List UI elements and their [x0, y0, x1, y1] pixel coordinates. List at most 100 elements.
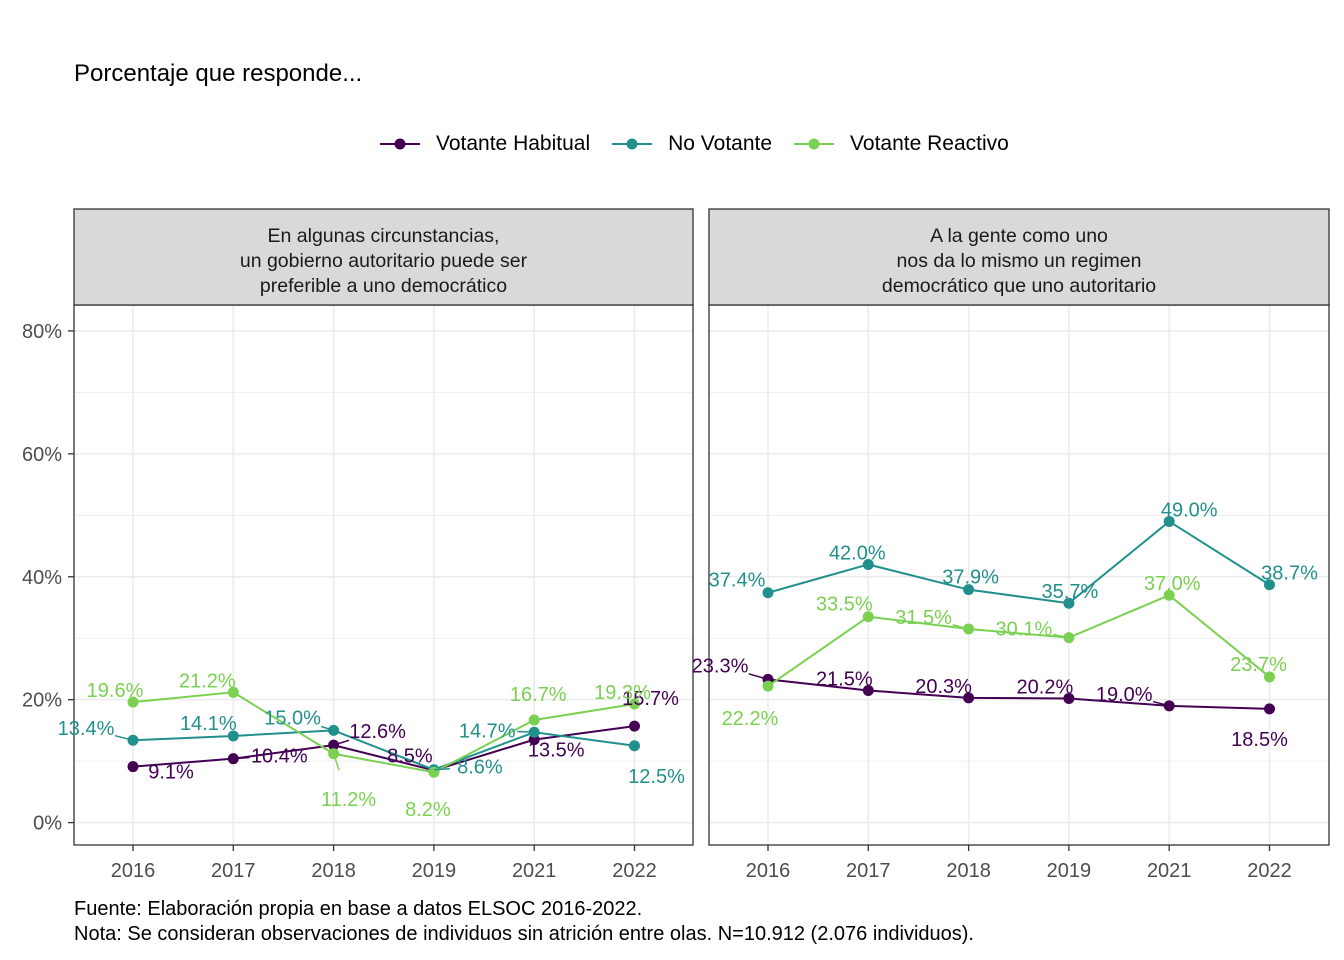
panel-1-point-no-votante: [227, 730, 239, 742]
panel-1-point-votante-reactivo: [127, 696, 139, 708]
panel-2-data-label-votante-habitual: 18.5%: [1231, 729, 1288, 751]
panel-2-data-label-no-votante: 37.4%: [709, 570, 766, 592]
panel-2-point-votante-habitual: [1063, 692, 1075, 704]
panel-2-point-no-votante: [1264, 579, 1275, 591]
panel-2-data-label-votante-reactivo: 31.5%: [895, 607, 952, 629]
legend-label-no-votante: No Votante: [668, 132, 773, 155]
y-tick-label: 80%: [22, 321, 62, 343]
panel-1-x-tick-label: 2021: [512, 860, 557, 882]
panel-1-data-label-votante-habitual: 13.5%: [528, 740, 585, 762]
panel-2-data-label-votante-habitual: 21.5%: [816, 668, 873, 690]
panel-1-line-no-votante: [132, 729, 635, 771]
panel-1-data-label-votante-habitual: 9.1%: [148, 762, 194, 784]
panel-1-data-label-votante-reactivo: 16.7%: [510, 684, 567, 706]
panel-1-label-leader-no-votante: [433, 767, 451, 771]
panel-2-data-label-votante-habitual: 23.3%: [692, 655, 749, 677]
panel-1-label-leader-no-votante: [320, 725, 334, 732]
panel-2-label-leader-votante-reactivo: [1053, 633, 1070, 639]
panel-1-data-label-votante-reactivo: 19.6%: [87, 680, 144, 702]
panel-2-strip-label: nos da lo mismo un regimen: [897, 250, 1142, 272]
panel-2-data-label-votante-habitual: 20.3%: [915, 676, 972, 698]
panel-2-data-label-votante-reactivo: 22.2%: [722, 708, 779, 730]
panel-1-data-label-votante-reactivo: 11.2%: [321, 789, 376, 811]
panel-1-point-votante-reactivo: [629, 698, 640, 710]
panel-1-label-leader-votante-reactivo: [332, 753, 340, 771]
panel-2-point-votante-habitual: [963, 692, 975, 704]
panel-2-data-label-votante-reactivo: 33.5%: [816, 594, 873, 616]
panel-2-point-votante-habitual: [1264, 703, 1275, 715]
panel-1-x-tick-label: 2016: [111, 860, 156, 882]
panel-1-data-label-votante-habitual: 10.4%: [251, 746, 308, 768]
footer: Fuente: Elaboración propia en base a dat…: [74, 897, 974, 947]
panel-2-line-votante-habitual: [767, 678, 1270, 710]
panel-1-point-votante-reactivo: [227, 686, 239, 698]
panel-1-point-votante-reactivo: [428, 766, 440, 778]
y-tick-label: 20%: [22, 690, 62, 712]
legend-item-no-votante: No Votante: [612, 130, 772, 158]
panel-1-point-votante-reactivo: [528, 714, 540, 726]
panel-1-label-leader-no-votante: [517, 730, 535, 734]
panel-2-data-label-votante-reactivo: 30.1%: [996, 619, 1053, 641]
panel-2-data-label-no-votante: 35.7%: [1042, 581, 1099, 603]
panel-1-strip-label: En algunas circunstancias,: [268, 225, 500, 247]
panel-2-line-no-votante: [767, 520, 1271, 605]
panel-2-line-votante-reactivo: [767, 594, 1271, 687]
panel-1-label-leader-votante-habitual: [333, 739, 350, 746]
panel-2-strip-label: democrático que uno autoritario: [882, 275, 1156, 297]
legend-label-votante-habitual: Votante Habitual: [436, 132, 591, 155]
panel-2-data-label-votante-reactivo: 37.0%: [1144, 573, 1201, 595]
panel-2-data-label-votante-reactivo: 23.7%: [1230, 654, 1287, 676]
footer-note: Nota: Se consideran observaciones de ind…: [74, 923, 974, 945]
panel-1-data-label-no-votante: 14.7%: [459, 720, 516, 742]
panel-2-label-leader-votante-habitual: [1152, 700, 1170, 707]
panel-2-label-leader-votante-habitual: [748, 673, 769, 681]
panel-2-x-tick-label: 2022: [1247, 860, 1292, 882]
panel-2-background: [709, 305, 1329, 845]
panel-2-data-label-votante-habitual: 19.0%: [1096, 684, 1153, 706]
legend-key-votante-reactivo: [794, 138, 835, 150]
panel-2-strip: [708, 208, 1330, 306]
y-tick-label: 40%: [22, 567, 62, 589]
panel-1-strip: [73, 208, 694, 306]
panel-1-x-tick-label: 2019: [412, 860, 457, 882]
panel-1-data-label-votante-reactivo: 19.3%: [594, 682, 651, 704]
panel-2-point-votante-reactivo: [1163, 589, 1175, 601]
panel-1-strip-label: un gobierno autoritario puede ser: [240, 250, 528, 272]
panel-2-strip-label: A la gente como uno: [930, 225, 1108, 247]
panel-1-point-votante-habitual: [127, 761, 139, 773]
panel-1-x-tick-label: 2017: [211, 860, 256, 882]
panel-1-data-label-votante-habitual: 15.7%: [622, 688, 679, 710]
panel-2-point-votante-reactivo: [1264, 671, 1275, 683]
panel-2-point-no-votante: [1063, 597, 1075, 609]
panel-2-label-leader-votante-reactivo: [952, 624, 969, 630]
panel-1-data-label-no-votante: 14.1%: [180, 713, 237, 735]
panel-2-data-label-no-votante: 49.0%: [1161, 499, 1218, 521]
legend-item-votante-habitual: Votante Habitual: [380, 130, 590, 158]
panel-2-data-label-no-votante: 37.9%: [942, 567, 999, 589]
panel-2-data-label-no-votante: 42.0%: [829, 542, 886, 564]
panel-2-point-votante-reactivo: [762, 680, 774, 692]
panel-1-strip-label: preferible a uno democrático: [260, 275, 507, 297]
panel-2-point-votante-reactivo: [862, 611, 874, 623]
panel-1-x-tick-label: 2018: [311, 860, 356, 882]
panel-1-background: [74, 305, 693, 845]
legend: Votante Habitual No Votante Votante Reac…: [380, 130, 1031, 158]
chart-title: Porcentaje que responde...: [74, 60, 363, 87]
panel-2-x-tick-label: 2018: [946, 860, 991, 882]
panel-2-point-no-votante: [762, 587, 774, 599]
panel-1-data-label-votante-habitual: 12.6%: [349, 721, 406, 743]
panel-1-data-label-votante-habitual: 8.5%: [387, 745, 433, 767]
panel-2-data-label-no-votante: 38.7%: [1261, 563, 1318, 585]
panel-1-data-label-votante-reactivo: 8.2%: [405, 799, 451, 821]
panel-2-x-tick-label: 2019: [1047, 860, 1092, 882]
panel-1-data-label-no-votante: 8.6%: [457, 757, 503, 779]
panel-2-point-no-votante: [862, 558, 874, 570]
legend-key-no-votante: [612, 138, 653, 150]
panel-2-data-label-votante-habitual: 20.2%: [1017, 676, 1074, 698]
y-tick-label: 0%: [33, 813, 62, 835]
panel-1-data-label-votante-reactivo: 21.2%: [179, 670, 236, 692]
panel-1-label-leader-votante-habitual: [233, 756, 250, 760]
panel-1-data-label-no-votante: 12.5%: [628, 766, 685, 788]
footer-source: Fuente: Elaboración propia en base a dat…: [74, 898, 643, 920]
